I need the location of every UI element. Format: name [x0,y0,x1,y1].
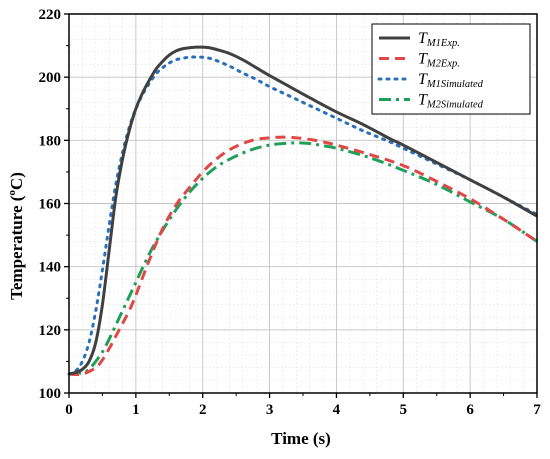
y-tick-label: 120 [39,323,62,339]
legend-symbol: T [418,30,428,47]
x-tick-label: 3 [266,402,274,418]
series-layer [67,45,539,377]
y-axis-title: Temperature (oC) [6,172,26,300]
legend-item-m2-exp-label: TM2Exp. [418,51,460,70]
y-tick-labels: 100 120 140 160 180 200 220 [39,7,62,402]
x-axis-title: Time (s) [271,429,331,448]
legend-subscript: M2Exp. [426,59,460,70]
y-tick-label: 180 [39,133,62,149]
y-tick-label: 220 [39,7,62,23]
legend-symbol: T [418,92,428,109]
x-tick-label: 1 [132,402,140,418]
legend-symbol: T [418,71,428,88]
x-tick-label: 0 [65,402,73,418]
legend-symbol: T [418,51,428,68]
x-tick-label: 4 [333,402,341,418]
y-tick-label: 140 [39,260,62,276]
legend-subscript: M1Exp. [426,38,460,49]
series-m1-exp-line [68,45,538,376]
legend-subscript: M1Simulated [426,79,484,90]
x-tick-label: 5 [400,402,408,418]
axis-ticks [64,13,538,398]
y-tick-label: 200 [39,70,62,86]
x-tick-label: 7 [533,402,541,418]
y-tick-label: 100 [39,386,62,402]
y-tick-label: 160 [39,197,62,213]
x-tick-label: 6 [466,402,474,418]
legend-subscript: M2Simulated [426,100,484,111]
y-axis-title-main: Temperature ( [7,195,26,300]
legend-item-m1-exp-label: TM1Exp. [418,30,460,49]
series-m1-simulated-line [67,55,539,376]
x-tick-labels: 0 1 2 3 4 5 6 7 [65,402,541,418]
legend-item-m2-simulated-label: TM2Simulated [418,92,484,111]
y-axis-title-tail: C) [7,172,26,190]
series-m2-exp-line [68,135,538,377]
legend-item-m1-simulated-label: TM1Simulated [418,71,484,90]
x-tick-label: 2 [199,402,207,418]
y-axis-title-degree: o [6,190,18,196]
series-m2-simulated-line [68,141,538,376]
